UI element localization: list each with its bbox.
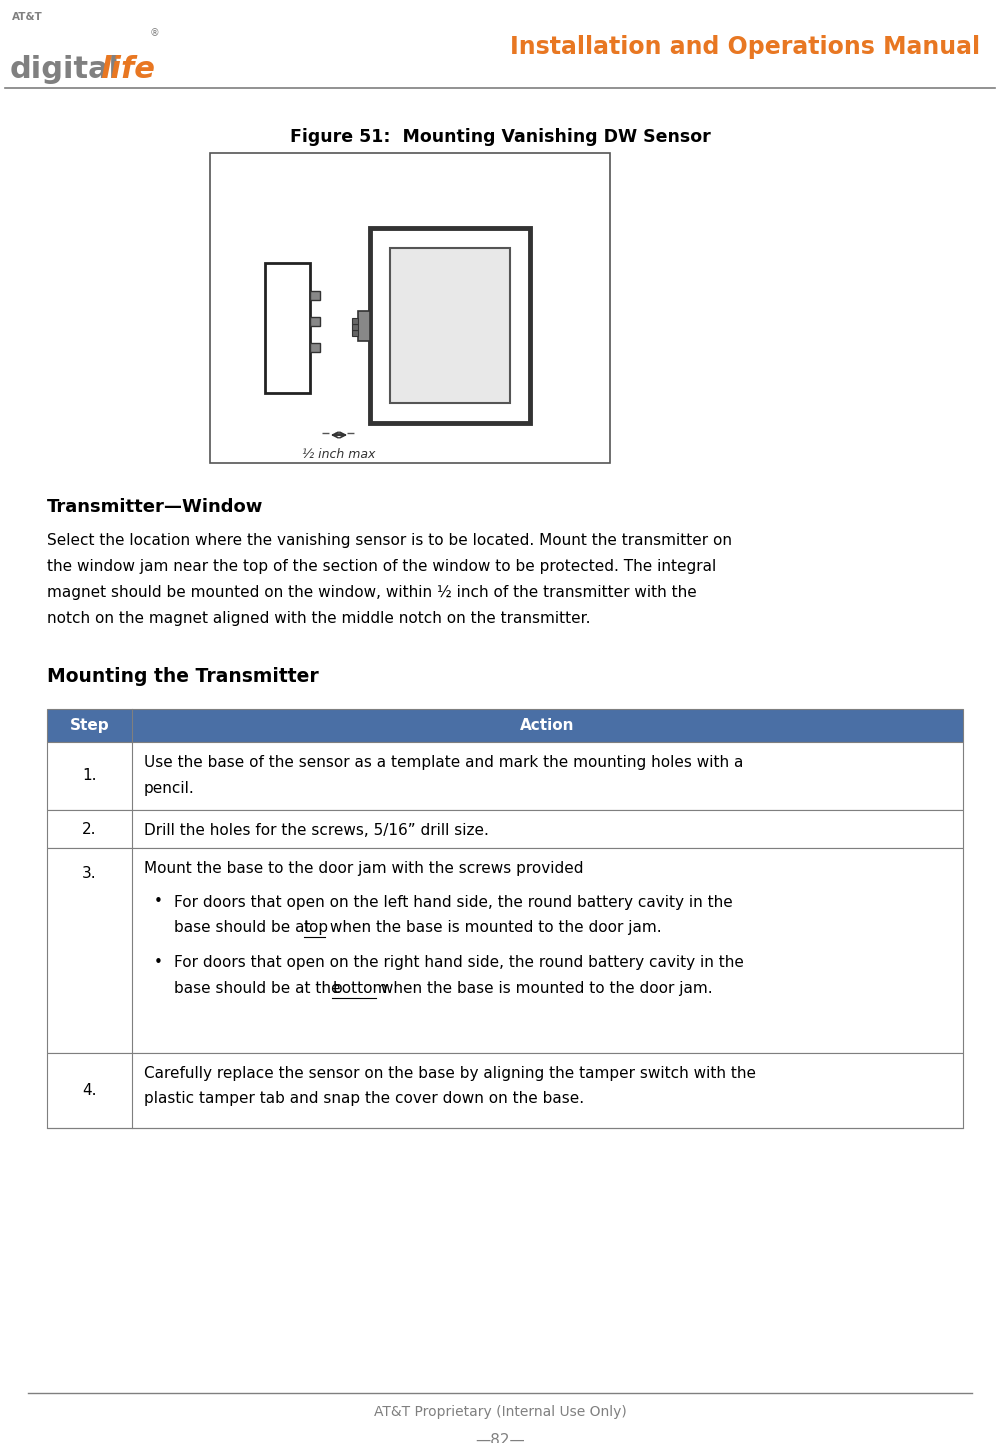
Bar bbox=[47, 1053, 963, 1128]
Text: bottom: bottom bbox=[332, 981, 388, 996]
Bar bbox=[310, 317, 320, 326]
Text: the window jam near the top of the section of the window to be protected. The in: the window jam near the top of the secti… bbox=[47, 558, 716, 574]
Text: Use the base of the sensor as a template and mark the mounting holes with a: Use the base of the sensor as a template… bbox=[144, 755, 743, 771]
Text: —82—: —82— bbox=[475, 1433, 525, 1443]
Text: ½ inch max: ½ inch max bbox=[302, 447, 376, 460]
Bar bbox=[47, 810, 963, 848]
Bar bbox=[370, 228, 530, 423]
Text: Drill the holes for the screws, 5/16” drill size.: Drill the holes for the screws, 5/16” dr… bbox=[144, 823, 489, 838]
Text: base should be at: base should be at bbox=[174, 921, 315, 935]
Text: Mount the base to the door jam with the screws provided: Mount the base to the door jam with the … bbox=[144, 861, 584, 876]
Text: Carefully replace the sensor on the base by aligning the tamper switch with the: Carefully replace the sensor on the base… bbox=[144, 1066, 756, 1081]
Bar bbox=[265, 263, 310, 392]
Bar bbox=[47, 848, 963, 1053]
Text: plastic tamper tab and snap the cover down on the base.: plastic tamper tab and snap the cover do… bbox=[144, 1091, 584, 1107]
Text: Select the location where the vanishing sensor is to be located. Mount the trans: Select the location where the vanishing … bbox=[47, 532, 732, 548]
Text: Step: Step bbox=[70, 719, 109, 733]
Text: base should be at the: base should be at the bbox=[174, 981, 345, 996]
Text: life: life bbox=[100, 55, 155, 84]
Text: pencil.: pencil. bbox=[144, 781, 195, 795]
Text: magnet should be mounted on the window, within ½ inch of the transmitter with th: magnet should be mounted on the window, … bbox=[47, 584, 697, 600]
Text: when the base is mounted to the door jam.: when the base is mounted to the door jam… bbox=[325, 921, 662, 935]
Text: Installation and Operations Manual: Installation and Operations Manual bbox=[510, 35, 980, 59]
Bar bbox=[310, 343, 320, 352]
Text: Mounting the Transmitter: Mounting the Transmitter bbox=[47, 667, 319, 685]
Text: digital: digital bbox=[10, 55, 120, 84]
Text: Action: Action bbox=[520, 719, 575, 733]
Bar bbox=[352, 323, 358, 329]
Text: ®: ® bbox=[150, 27, 160, 38]
Text: For doors that open on the right hand side, the round battery cavity in the: For doors that open on the right hand si… bbox=[174, 955, 744, 971]
Text: •: • bbox=[154, 895, 163, 909]
Text: Figure 51:  Mounting Vanishing DW Sensor: Figure 51: Mounting Vanishing DW Sensor bbox=[290, 128, 710, 146]
Text: 2.: 2. bbox=[82, 821, 97, 837]
Text: notch on the magnet aligned with the middle notch on the transmitter.: notch on the magnet aligned with the mid… bbox=[47, 610, 590, 626]
Text: •: • bbox=[154, 955, 163, 971]
Text: AT&T: AT&T bbox=[12, 12, 43, 22]
Bar bbox=[352, 329, 358, 336]
Text: 3.: 3. bbox=[82, 866, 97, 882]
Text: 1.: 1. bbox=[82, 769, 97, 784]
Text: Transmitter—Window: Transmitter—Window bbox=[47, 498, 263, 517]
Bar bbox=[47, 742, 963, 810]
Text: when the base is mounted to the door jam.: when the base is mounted to the door jam… bbox=[376, 981, 712, 996]
Bar bbox=[310, 291, 320, 300]
Bar bbox=[390, 248, 510, 403]
Bar bbox=[358, 310, 370, 341]
Text: 4.: 4. bbox=[82, 1084, 97, 1098]
Bar bbox=[47, 709, 963, 742]
Text: top: top bbox=[304, 921, 329, 935]
Text: AT&T Proprietary (Internal Use Only): AT&T Proprietary (Internal Use Only) bbox=[374, 1405, 626, 1418]
Bar bbox=[352, 317, 358, 323]
Text: For doors that open on the left hand side, the round battery cavity in the: For doors that open on the left hand sid… bbox=[174, 895, 733, 909]
Bar bbox=[210, 153, 610, 463]
